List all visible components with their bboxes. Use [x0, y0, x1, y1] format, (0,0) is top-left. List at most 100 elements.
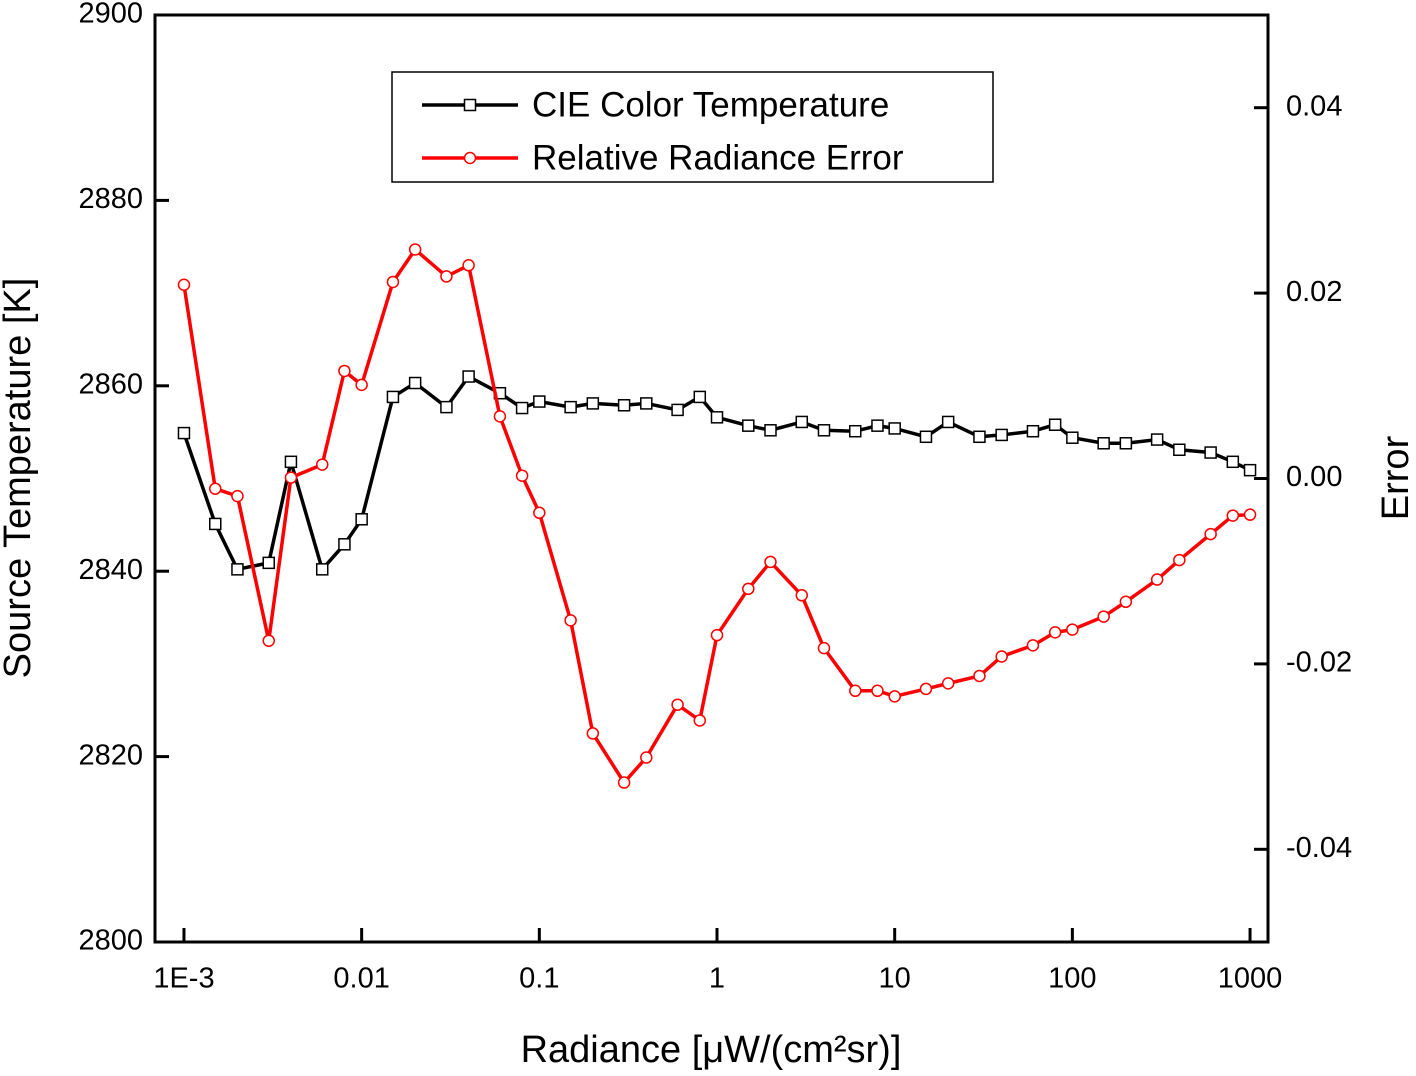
y-tick-label: 2800 [78, 925, 143, 957]
data-point [1204, 527, 1217, 541]
legend-marker [463, 151, 477, 165]
data-point [231, 489, 244, 503]
data-point [1066, 623, 1079, 636]
data-point [1204, 446, 1217, 459]
data-point [888, 690, 901, 703]
data-point [533, 506, 546, 520]
data-point [941, 677, 955, 690]
data-point [742, 419, 755, 432]
legend-label: Relative Radiance Error [532, 138, 904, 177]
data-point [640, 397, 653, 410]
data-point [1097, 610, 1110, 623]
y-tick-label: 2860 [78, 368, 143, 400]
data-point [1048, 418, 1062, 431]
data-point [1243, 463, 1257, 477]
data-point [586, 727, 600, 740]
data-point [209, 517, 222, 531]
data-point [1150, 433, 1164, 446]
data-point [888, 422, 901, 435]
data-point [693, 714, 707, 727]
data-point [262, 556, 275, 570]
data-point [177, 278, 191, 292]
data-point [710, 628, 724, 642]
x-tick-label: 0.1 [519, 963, 559, 995]
data-point [919, 682, 933, 696]
y2-tick-label: 0.00 [1286, 461, 1342, 493]
data-point [849, 684, 862, 698]
legend-label: CIE Color Temperature [532, 85, 889, 124]
data-point [408, 243, 422, 256]
data-point [795, 589, 809, 602]
x-axis-label: Radiance [μW/(cm²sr)] [521, 1029, 902, 1071]
x-tick-label: 0.01 [333, 963, 389, 995]
data-point [209, 482, 222, 495]
data-point [1173, 553, 1186, 567]
data-point [262, 634, 275, 647]
data-point [764, 555, 777, 569]
data-point [177, 426, 191, 440]
data-point [462, 370, 475, 383]
data-point [764, 424, 777, 437]
data-point [440, 400, 453, 414]
data-point [1026, 424, 1040, 438]
data-point [440, 270, 453, 283]
data-point [231, 563, 244, 576]
data-point [617, 776, 631, 789]
y2-axis-label: Error [1375, 435, 1416, 520]
legend-marker [463, 98, 477, 112]
data-point [355, 513, 368, 526]
data-point [1097, 437, 1110, 450]
data-point [817, 641, 831, 655]
data-point [586, 397, 600, 410]
data-point [284, 455, 298, 469]
y2-tick-label: 0.04 [1286, 90, 1342, 122]
data-point [742, 582, 755, 596]
data-point [693, 390, 707, 404]
data-point [315, 563, 329, 576]
data-point [640, 751, 653, 764]
legend-box [391, 71, 994, 183]
data-point [871, 419, 884, 432]
data-point [1026, 639, 1040, 652]
data-point [1150, 573, 1164, 586]
x-tick-label: 1000 [1218, 963, 1283, 995]
series-line [182, 247, 1251, 785]
data-point [462, 259, 475, 272]
data-point [817, 424, 831, 437]
data-point [515, 469, 529, 482]
data-point [671, 698, 684, 711]
data-point [1119, 595, 1133, 609]
x-tick-label: 1E-3 [153, 963, 214, 995]
data-point [338, 538, 351, 551]
data-point [515, 401, 529, 415]
data-point [1048, 626, 1062, 639]
y-axis-label: Source Temperature [K] [0, 278, 39, 679]
y-tick-label: 2880 [78, 183, 143, 215]
data-point [1226, 455, 1240, 469]
y-tick-label: 2820 [78, 739, 143, 771]
data-point [408, 376, 422, 390]
data-point [941, 415, 955, 429]
data-point [533, 395, 546, 408]
data-point [973, 430, 986, 444]
data-point [995, 428, 1008, 442]
y2-tick-label: 0.02 [1286, 276, 1342, 308]
x-tick-label: 100 [1048, 963, 1096, 995]
data-point [1119, 437, 1133, 450]
data-point [1243, 508, 1257, 521]
y2-tick-label: -0.02 [1286, 647, 1352, 679]
data-point [617, 399, 631, 412]
data-point [493, 410, 507, 423]
x-tick-label: 1 [709, 963, 725, 995]
data-point [919, 430, 933, 444]
data-point [355, 378, 368, 392]
data-point [671, 403, 684, 417]
data-point [871, 684, 884, 698]
data-point [995, 650, 1008, 663]
data-point [795, 415, 809, 429]
data-point [338, 364, 351, 378]
data-point [284, 471, 298, 484]
data-point [564, 614, 577, 627]
data-point [315, 458, 329, 471]
